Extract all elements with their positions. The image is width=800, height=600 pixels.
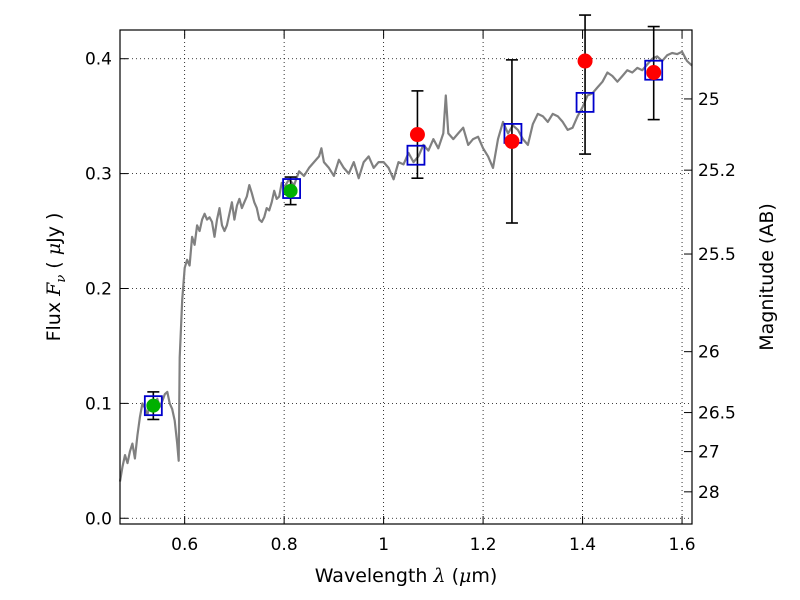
x-tick-label: 1 <box>378 535 389 555</box>
spectrum-layer <box>118 50 693 482</box>
y2-tick-label: 25.2 <box>698 161 736 181</box>
y2-tick-label: 25.5 <box>698 245 736 265</box>
y-tick-label: 0.3 <box>85 165 112 185</box>
x-tick-label: 0.6 <box>171 535 198 555</box>
grid <box>120 30 692 524</box>
x-tick-label: 1.4 <box>569 535 596 555</box>
model-box-point <box>143 395 163 417</box>
y-tick-label: 0.0 <box>85 509 112 529</box>
y-axis-label: Flux Fν ( μJy ) <box>43 213 69 342</box>
y2-axis-ticks: 25 25.2 25.5 26 26.5 27 28 <box>684 90 736 503</box>
y2-axis-label: Magnitude (AB) <box>756 203 778 351</box>
model-box-point <box>406 144 426 166</box>
red-data-point <box>646 65 662 81</box>
plot-background <box>120 30 692 524</box>
green-data-point <box>283 183 298 198</box>
x-tick-label: 1.6 <box>669 535 696 555</box>
y-tick-label: 0.4 <box>85 50 112 70</box>
y-tick-label: 0.1 <box>85 394 112 414</box>
green-data-point <box>146 398 161 413</box>
y-tick-label: 0.2 <box>85 279 112 299</box>
plot-frame <box>119 29 693 525</box>
x-axis-label: Wavelength λ (μm) <box>315 565 498 587</box>
red-data-point <box>409 127 425 143</box>
spectrum-line <box>118 50 693 482</box>
x-axis-ticks: 0.6 0.8 1 1.2 1.4 1.6 <box>171 30 696 555</box>
y-axis-ticks: 0.0 0.1 0.2 0.3 0.4 <box>85 50 128 529</box>
model-box-point <box>282 178 302 199</box>
y2-tick-label: 27 <box>698 443 720 463</box>
red-data-point <box>504 133 520 149</box>
y2-tick-label: 25 <box>698 90 720 110</box>
x-tick-label: 0.8 <box>271 535 298 555</box>
y2-tick-label: 26 <box>698 343 720 363</box>
x-tick-label: 1.2 <box>470 535 497 555</box>
marker-layer <box>143 53 664 417</box>
y2-tick-label: 28 <box>698 483 720 503</box>
red-data-point <box>577 53 593 69</box>
y2-tick-label: 26.5 <box>698 404 736 424</box>
model-box-point <box>575 91 595 113</box>
